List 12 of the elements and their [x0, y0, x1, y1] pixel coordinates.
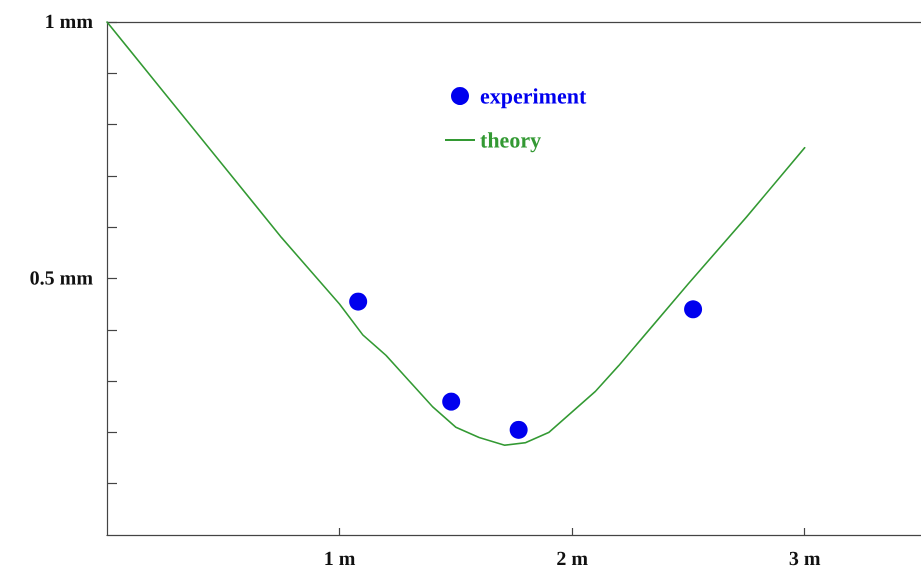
point [349, 292, 368, 311]
y-tick-label: 0.5 mm [30, 268, 94, 290]
x-tick-label: 2 m [556, 548, 588, 570]
point [684, 300, 702, 318]
point [510, 420, 528, 439]
legend-label: theory [480, 128, 542, 152]
line-series [106, 21, 806, 446]
x-tick-label: 1 m [324, 548, 356, 570]
legend-label: experiment [480, 84, 587, 108]
x-tick-label: 3 m [788, 548, 821, 570]
point [442, 392, 460, 411]
y-tick-label: 1 mm [44, 11, 94, 33]
